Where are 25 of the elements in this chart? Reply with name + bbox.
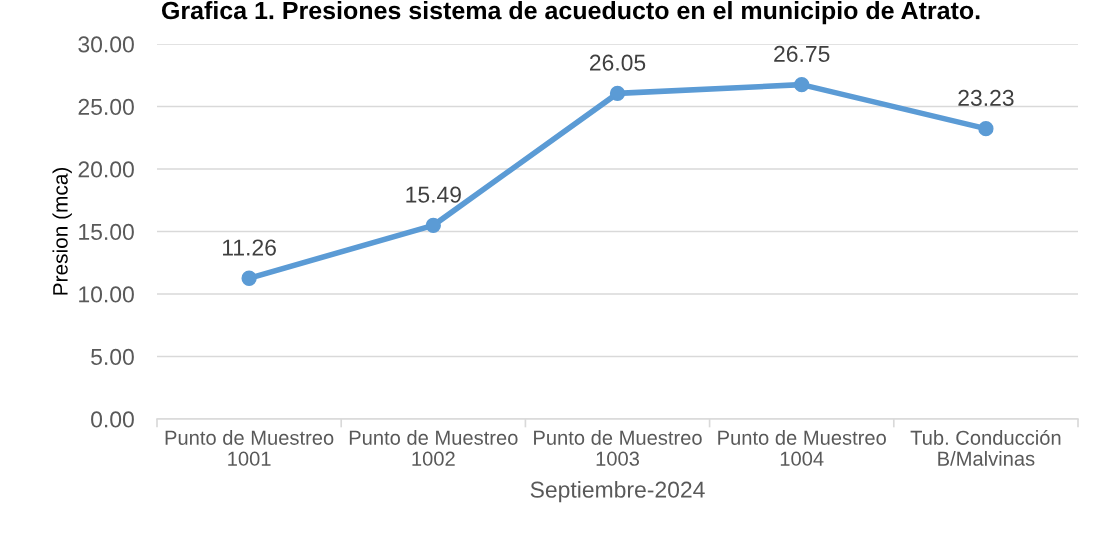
point: [609, 85, 626, 102]
point: [978, 120, 994, 137]
point: [794, 76, 810, 93]
y-tick-label: 20.00: [78, 161, 134, 178]
y-tick-label: 30.00: [78, 36, 134, 53]
x-tick-label: Punto de Muestreo 1002: [349, 430, 518, 466]
x-tick-label: Tub. Conducción B/Malvinas: [910, 429, 1061, 466]
y-tick-label: 10.00: [79, 286, 134, 303]
x-axis-title: Septiembre-2024: [530, 480, 705, 503]
data-label: 15.49: [406, 186, 461, 203]
point: [425, 217, 441, 234]
x-tick-label: Punto de Muestreo 1003: [534, 430, 702, 466]
data-label: 11.26: [223, 239, 276, 256]
y-axis-title: Presion (mca): [52, 167, 72, 295]
y-tick-label: 0.00: [91, 411, 134, 428]
y-tick-label: 15.00: [79, 223, 134, 241]
data-label: 26.05: [589, 54, 646, 71]
y-tick-label: 25.00: [78, 98, 134, 116]
data-label: 26.75: [774, 45, 830, 63]
x-tick-label: Punto de Muestreo 1004: [718, 430, 886, 466]
chart-title: Grafica 1. Presiones sistema de acueducto en el municipio de Atrato.: [161, 1, 980, 25]
x-tick-label: Punto de Muestreo 1001: [165, 430, 334, 466]
data-label: 23.23: [958, 89, 1014, 107]
y-tick-label: 5.00: [91, 348, 134, 366]
point: [241, 270, 257, 286]
